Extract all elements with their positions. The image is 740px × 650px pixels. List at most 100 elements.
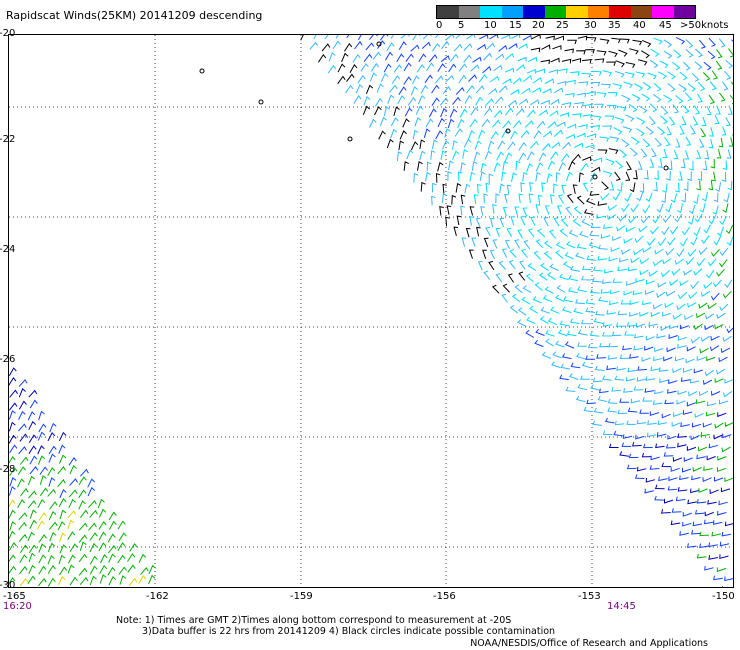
- wind-barb: [636, 466, 647, 472]
- wind-barb: [321, 43, 331, 52]
- wind-barb: [403, 62, 412, 72]
- wind-barb: [541, 351, 552, 359]
- wind-barb: [431, 84, 440, 94]
- wind-barb: [570, 71, 580, 76]
- wind-barb: [702, 72, 711, 82]
- wind-barb: [607, 407, 617, 413]
- wind-barb: [696, 180, 701, 191]
- wind-barb: [488, 173, 494, 184]
- wind-barb: [561, 101, 572, 107]
- wind-barb: [565, 93, 575, 98]
- wind-barb: [67, 519, 75, 530]
- wind-barb: [672, 104, 680, 114]
- wind-barb: [58, 444, 66, 454]
- wind-barb: [653, 82, 662, 92]
- wind-barb: [670, 467, 680, 472]
- wind-barb: [685, 39, 694, 49]
- wind-barb: [568, 287, 578, 294]
- wind-barb: [317, 53, 327, 63]
- wind-barb: [685, 136, 692, 146]
- wind-barb: [390, 35, 395, 39]
- wind-barb: [476, 43, 487, 51]
- wind-barb: [476, 183, 482, 194]
- wind-barb: [649, 103, 658, 113]
- wind-barb: [653, 37, 663, 45]
- wind-barb: [537, 194, 543, 205]
- wind-barb: [553, 183, 558, 194]
- wind-barb: [501, 293, 508, 303]
- wind-barb: [615, 160, 624, 169]
- wind-barb: [515, 64, 526, 71]
- wind-barb: [662, 214, 672, 223]
- wind-barb: [597, 396, 608, 402]
- wind-barb: [464, 94, 473, 104]
- wind-barb: [398, 86, 407, 95]
- wind-barb: [565, 386, 576, 392]
- wind-barb: [725, 224, 733, 235]
- wind-barb: [693, 194, 699, 204]
- wind-barb: [708, 138, 714, 149]
- wind-barb: [528, 56, 538, 63]
- wind-barb: [714, 378, 724, 384]
- wind-barb: [696, 553, 707, 559]
- wind-barb: [596, 354, 606, 359]
- wind-barb: [649, 465, 660, 470]
- wind-barb: [684, 92, 693, 102]
- wind-barb: [38, 423, 47, 433]
- wind-barb: [721, 126, 727, 136]
- wind-barb: [722, 203, 729, 214]
- wind-barb: [650, 455, 660, 461]
- wind-barb: [38, 554, 47, 564]
- wind-barb: [598, 296, 608, 303]
- wind-barb: [495, 273, 503, 283]
- wind-barb: [354, 40, 363, 50]
- wind-barb: [666, 347, 676, 353]
- wind-barb: [572, 184, 578, 194]
- wind-barb: [575, 252, 585, 260]
- wind-barb: [693, 105, 701, 115]
- wind-barb: [491, 119, 501, 128]
- wind-barb: [9, 521, 16, 531]
- wind-barb: [522, 75, 533, 82]
- wind-barb: [711, 171, 716, 182]
- wind-barb: [148, 564, 156, 575]
- wind-barb: [585, 49, 595, 54]
- wind-barb: [701, 235, 710, 244]
- wind-barb: [535, 239, 544, 249]
- wind-barb: [501, 248, 508, 258]
- wind-barb: [714, 114, 720, 125]
- wind-barb: [545, 330, 555, 337]
- wind-barb: [97, 498, 105, 509]
- wind-barb: [608, 443, 619, 448]
- wind-barb: [49, 521, 58, 530]
- wind-barb: [642, 246, 652, 253]
- wind-barb: [579, 230, 589, 238]
- wind-barb: [645, 279, 656, 285]
- wind-barb: [614, 420, 625, 426]
- wind-barb: [709, 81, 717, 91]
- wind-barb: [564, 48, 574, 54]
- wind-barb: [634, 333, 644, 339]
- wind-barb: [506, 227, 513, 238]
- wind-barb: [501, 35, 511, 40]
- wind-speed-legend-labels: 0 5 10 15 20 25 30 35 40 45 >50knots: [436, 20, 740, 32]
- wind-barb: [327, 64, 337, 74]
- wind-barb: [675, 95, 684, 104]
- wind-barb: [595, 310, 605, 316]
- wind-barb: [631, 93, 641, 102]
- wind-barb: [519, 98, 529, 105]
- wind-map-plot[interactable]: [8, 34, 734, 588]
- wind-barb: [696, 498, 707, 504]
- wind-barb: [100, 554, 108, 564]
- wind-barb: [693, 268, 703, 276]
- wind-barb: [517, 307, 527, 316]
- wind-barb: [19, 577, 29, 587]
- wind-barb: [27, 411, 36, 421]
- wind-barb: [496, 151, 504, 161]
- wind-barb: [650, 48, 660, 57]
- wind-barb: [710, 292, 720, 301]
- wind-barb: [697, 171, 702, 181]
- wind-barb: [78, 553, 88, 563]
- wind-barb: [527, 228, 535, 238]
- wind-barb: [583, 406, 594, 413]
